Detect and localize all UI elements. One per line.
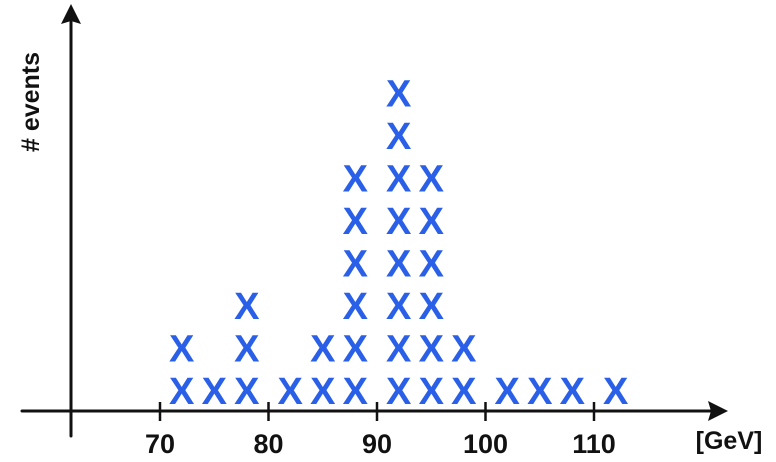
data-point-mark: X bbox=[419, 201, 445, 243]
data-point-mark: X bbox=[419, 329, 445, 371]
data-point-mark: X bbox=[451, 371, 477, 413]
y-axis-arrow bbox=[61, 4, 81, 24]
data-point-mark: X bbox=[234, 286, 260, 328]
x-axis-unit-label: [GeV] bbox=[696, 427, 763, 455]
data-point-mark: X bbox=[343, 201, 369, 243]
data-point-mark: X bbox=[169, 329, 195, 371]
data-point-mark: X bbox=[343, 244, 369, 286]
y-axis-label: # events bbox=[17, 52, 45, 152]
data-point-mark: X bbox=[343, 329, 369, 371]
data-point-mark: X bbox=[386, 329, 412, 371]
data-point-mark: X bbox=[202, 371, 228, 413]
data-point-mark: X bbox=[527, 371, 553, 413]
data-point-mark: X bbox=[386, 159, 412, 201]
data-point-mark: X bbox=[310, 329, 336, 371]
data-point-mark: X bbox=[386, 286, 412, 328]
data-point-mark: X bbox=[419, 159, 445, 201]
data-point-mark: X bbox=[386, 201, 412, 243]
data-point-mark: X bbox=[386, 74, 412, 116]
data-point-mark: X bbox=[386, 371, 412, 413]
x-axis-arrow bbox=[708, 401, 728, 421]
data-point-mark: X bbox=[451, 329, 477, 371]
data-point-mark: X bbox=[419, 244, 445, 286]
data-point-mark: X bbox=[343, 159, 369, 201]
data-point-mark: X bbox=[419, 371, 445, 413]
x-tick-label-80: 80 bbox=[253, 429, 283, 459]
x-tick-label-70: 70 bbox=[145, 429, 175, 459]
data-point-mark: X bbox=[560, 371, 586, 413]
data-point-mark: X bbox=[495, 371, 521, 413]
x-tick-label-90: 90 bbox=[362, 429, 392, 459]
x-tick-label-100: 100 bbox=[463, 429, 508, 459]
data-point-mark: X bbox=[234, 329, 260, 371]
data-point-mark: X bbox=[603, 371, 629, 413]
data-point-mark: X bbox=[419, 286, 445, 328]
data-point-mark: X bbox=[234, 371, 260, 413]
data-point-mark: X bbox=[310, 371, 336, 413]
data-point-mark: X bbox=[169, 371, 195, 413]
data-point-mark: X bbox=[386, 244, 412, 286]
data-point-mark: X bbox=[278, 371, 304, 413]
x-tick-label-110: 110 bbox=[572, 429, 616, 459]
data-point-mark: X bbox=[386, 116, 412, 158]
x-axis-ticks: 70 80 90 100 110 bbox=[145, 402, 616, 459]
data-point-mark: X bbox=[343, 371, 369, 413]
data-point-mark: X bbox=[343, 286, 369, 328]
